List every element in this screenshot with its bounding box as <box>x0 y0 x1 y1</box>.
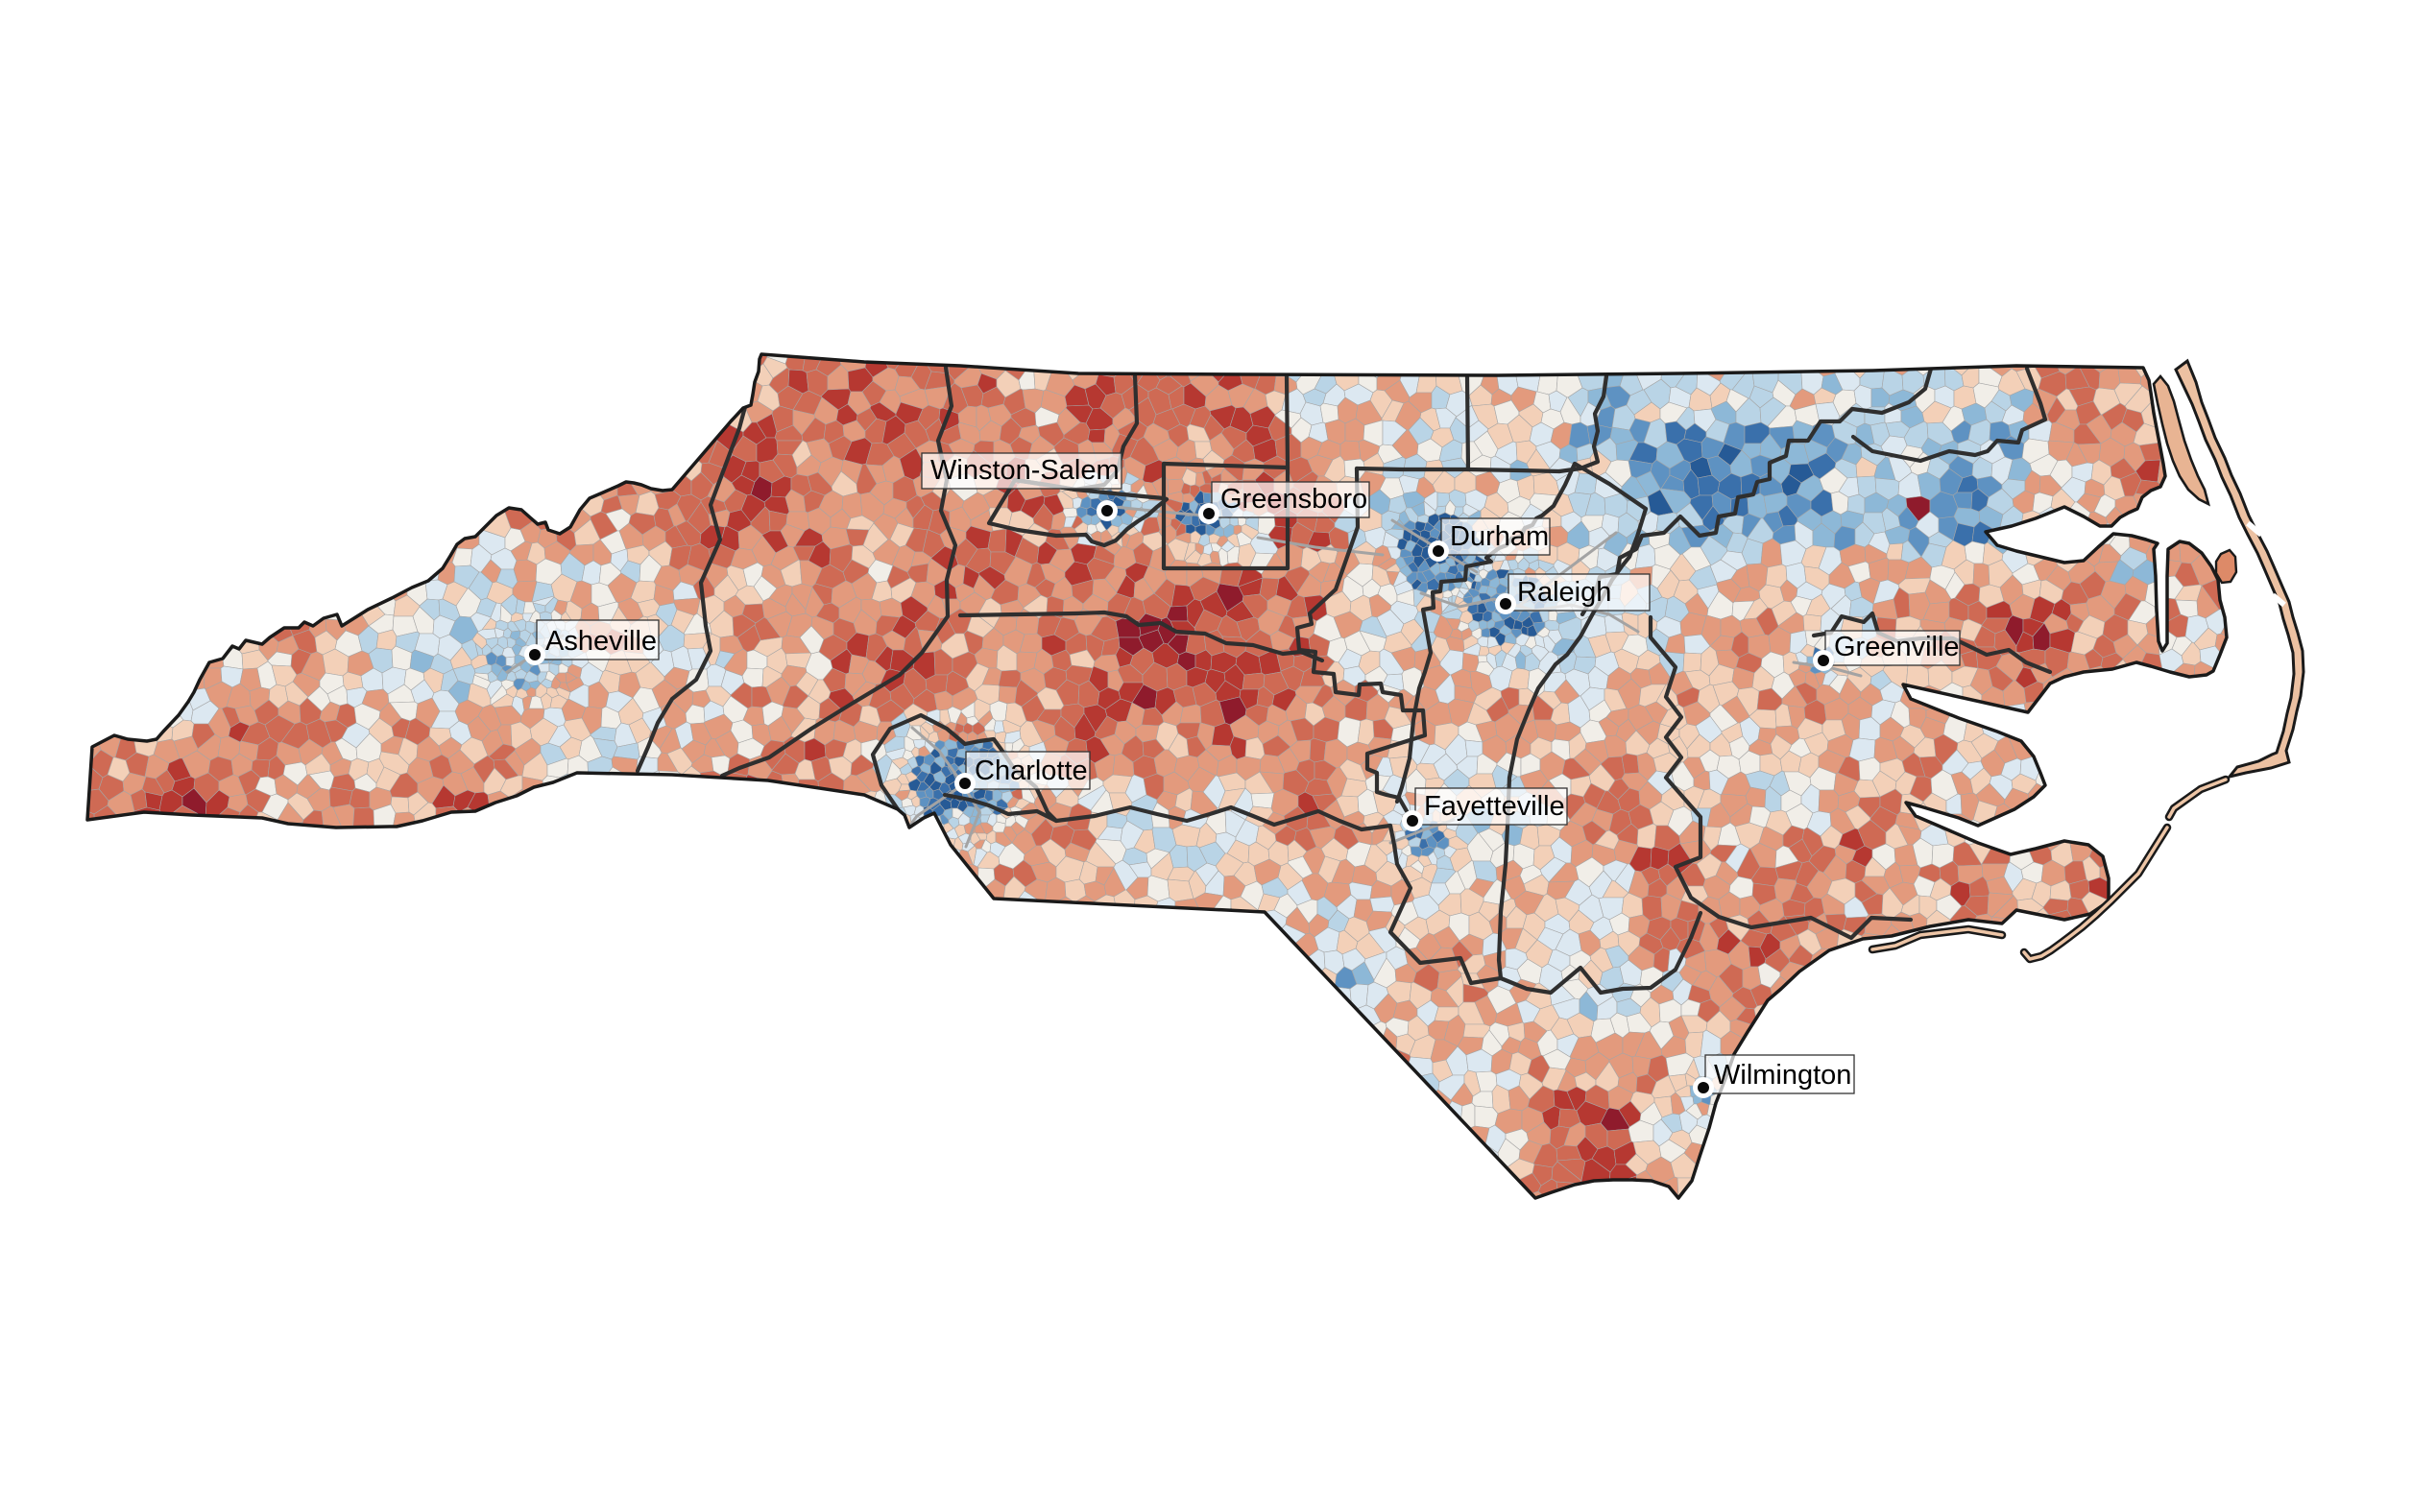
svg-text:Raleigh: Raleigh <box>1517 577 1611 608</box>
svg-text:Durham: Durham <box>1450 521 1549 552</box>
svg-text:Winston-Salem: Winston-Salem <box>930 455 1120 486</box>
svg-text:Wilmington: Wilmington <box>1714 1060 1851 1091</box>
svg-text:Asheville: Asheville <box>545 626 657 657</box>
svg-text:Greenville: Greenville <box>1834 632 1960 662</box>
svg-text:Fayetteville: Fayetteville <box>1424 791 1565 822</box>
svg-text:Greensboro: Greensboro <box>1220 484 1367 515</box>
svg-text:Charlotte: Charlotte <box>975 756 1088 786</box>
